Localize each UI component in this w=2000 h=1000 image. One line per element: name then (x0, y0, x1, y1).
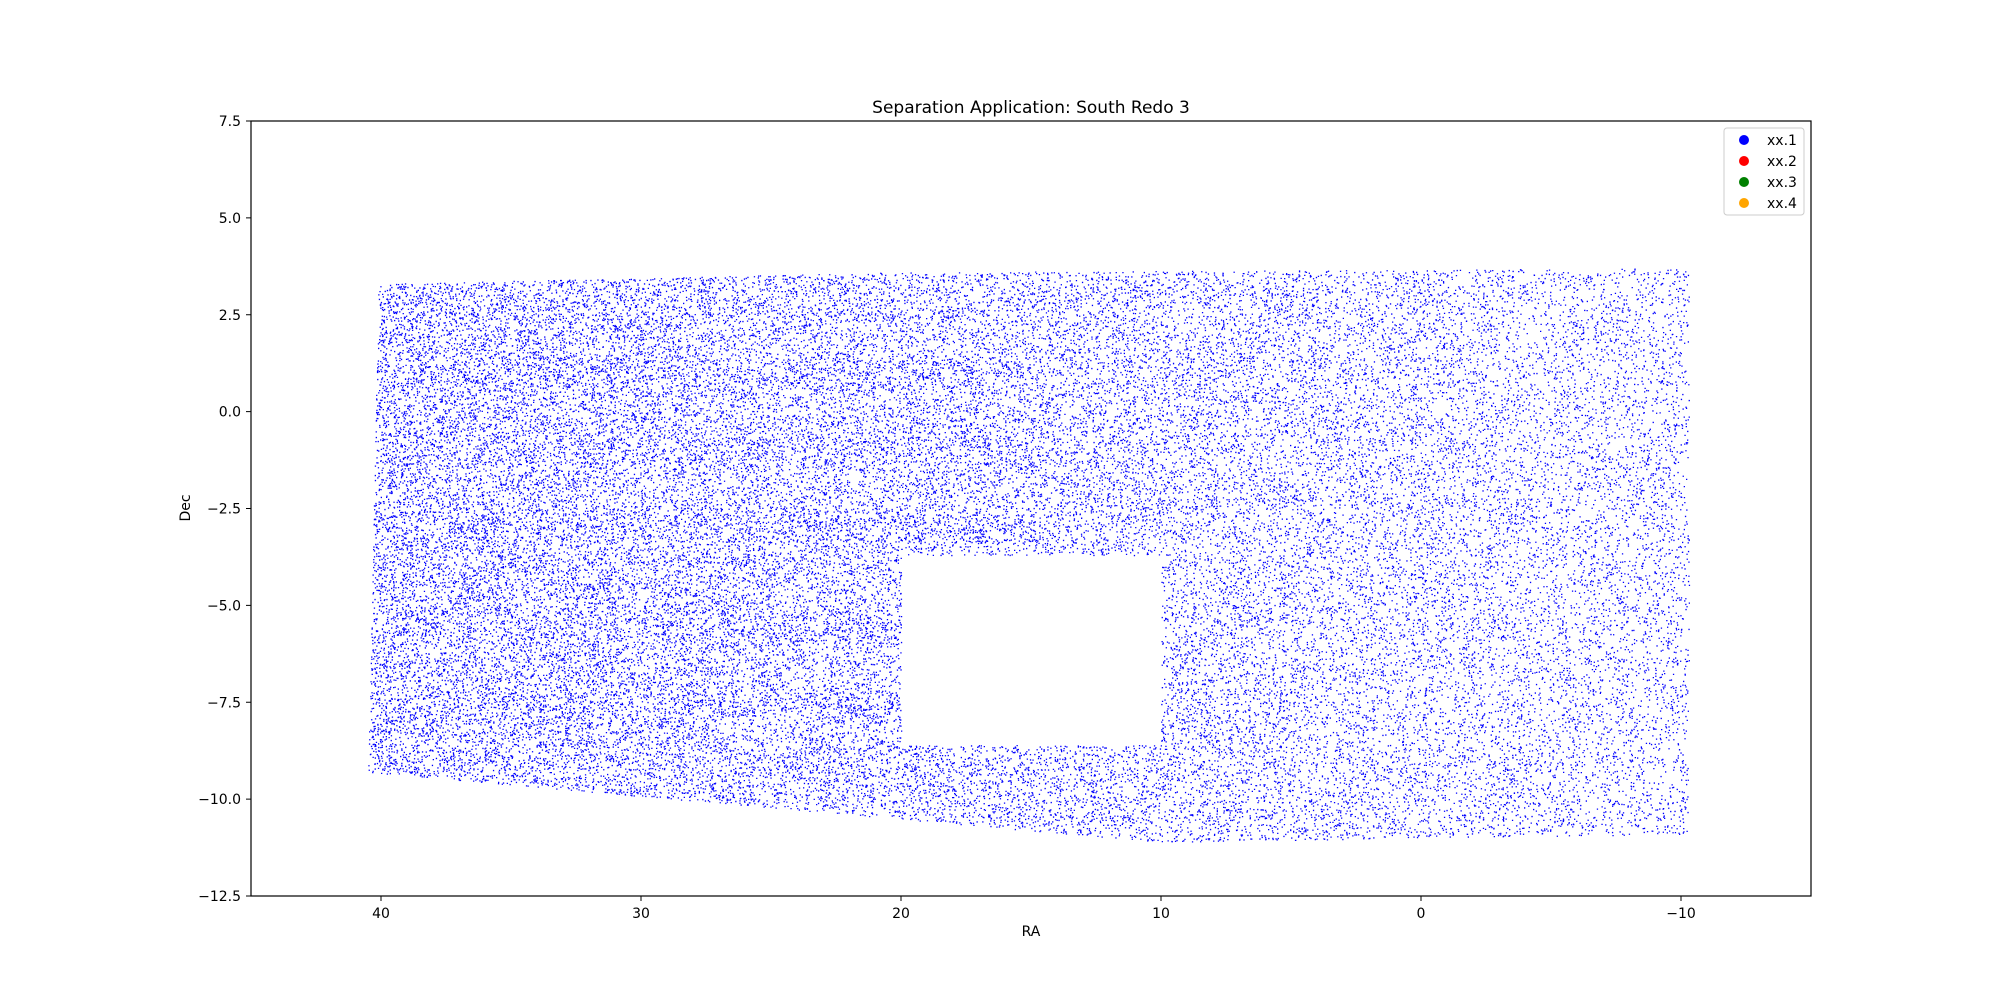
x-tick-label: 40 (372, 906, 390, 922)
y-tick-label: −12.5 (198, 889, 241, 905)
x-tick-label: −10 (1666, 906, 1696, 922)
chart-title: Separation Application: South Redo 3 (872, 98, 1190, 118)
y-tick-label: −7.5 (207, 695, 241, 711)
legend-marker-xx2 (1739, 156, 1749, 166)
y-axis-ticks: 7.5 5.0 2.5 0.0 −2.5 −5.0 −7.5 −10.0 −12.5 (198, 114, 251, 905)
x-axis-ticks: 40 30 20 10 0 −10 (372, 896, 1696, 922)
legend-label-xx4: xx.4 (1767, 196, 1797, 212)
y-tick-label: −2.5 (207, 502, 241, 518)
y-tick-label: −5.0 (207, 598, 241, 614)
y-tick-label: 0.0 (219, 405, 241, 421)
legend-marker-xx3 (1739, 177, 1749, 187)
y-tick-label: 5.0 (219, 211, 241, 227)
y-tick-label: −10.0 (198, 792, 241, 808)
legend-marker-xx1 (1739, 135, 1749, 145)
x-tick-label: 0 (1417, 906, 1426, 922)
x-tick-label: 30 (632, 906, 650, 922)
x-tick-label: 20 (892, 906, 910, 922)
legend-label-xx2: xx.2 (1767, 154, 1797, 170)
x-tick-label: 10 (1152, 906, 1170, 922)
legend-marker-xx4 (1739, 198, 1749, 208)
legend-label-xx1: xx.1 (1767, 133, 1797, 149)
legend-label-xx3: xx.3 (1767, 175, 1797, 191)
y-tick-label: 7.5 (219, 114, 241, 130)
legend-box (1723, 127, 1805, 216)
x-axis-label: RA (1022, 924, 1041, 940)
legend: xx.1 xx.2 xx.3 xx.4 (1723, 127, 1805, 216)
y-axis-label: Dec (178, 494, 194, 521)
y-tick-label: 2.5 (219, 308, 241, 324)
